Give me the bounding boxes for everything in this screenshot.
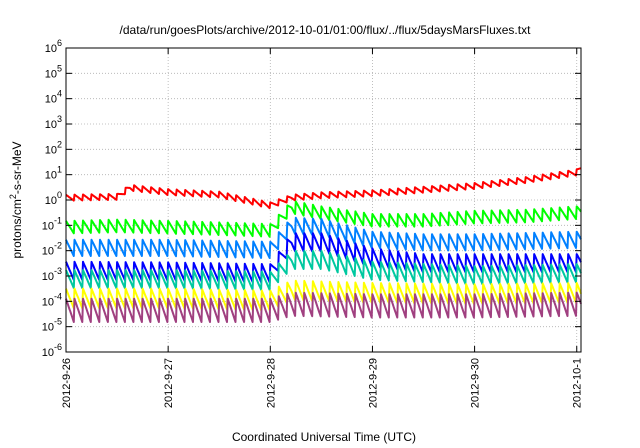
y-tick-exp: -5 (54, 317, 62, 327)
y-tick-label: 106 (45, 38, 62, 55)
chart-title: /data/run/goesPlots/archive/2012-10-01/0… (120, 23, 532, 37)
y-tick-base: 10 (42, 220, 54, 232)
y-tick-exp: 3 (57, 114, 62, 124)
y-tick-label: 10-6 (42, 342, 62, 359)
y-tick-exp: -2 (54, 241, 62, 251)
tick-marks (65, 47, 581, 353)
y-tick-label: 103 (45, 114, 62, 131)
y-tick-label: 10-5 (42, 317, 62, 334)
y-tick-base: 10 (42, 322, 54, 334)
y-tick-base: 10 (45, 170, 57, 182)
y-axis-title: protons/cm2-s-sr-MeV (8, 141, 24, 258)
x-axis-title: Coordinated Universal Time (UTC) (232, 430, 416, 444)
y-tick-base: 10 (42, 296, 54, 308)
x-tick-label: 2012-9-28 (265, 358, 277, 408)
y-tick-exp: 4 (57, 89, 62, 99)
x-tick-label: 2012-9-29 (367, 358, 379, 408)
series-layer (65, 167, 582, 323)
y-tick-exp: -3 (54, 266, 62, 276)
y-tick-exp: -6 (54, 342, 62, 352)
y-tick-base: 10 (45, 94, 57, 106)
x-tick-label: 2012-9-27 (163, 358, 175, 408)
x-tick-label: 2012-9-30 (470, 358, 482, 408)
y-axis-title-rest: -s-sr-MeV (10, 141, 24, 194)
y-tick-labels: 10-610-510-410-310-210-11001011021031041… (42, 38, 62, 359)
y-tick-base: 10 (45, 68, 57, 80)
y-tick-label: 10-2 (42, 241, 62, 258)
y-tick-base: 10 (42, 347, 54, 359)
y-axis-title-base: protons/cm (10, 199, 24, 258)
y-tick-base: 10 (42, 271, 54, 283)
y-tick-exp: 1 (57, 165, 62, 175)
y-tick-base: 10 (45, 144, 57, 156)
y-tick-exp: -1 (54, 215, 62, 225)
x-tick-label: 2012-9-26 (61, 358, 73, 408)
series-line (65, 167, 582, 210)
x-tick-label: 2012-10-1 (572, 358, 584, 408)
y-tick-label: 10-3 (42, 266, 62, 283)
y-tick-exp: 5 (57, 63, 62, 73)
y-axis-title-sup: 2 (8, 194, 18, 199)
y-tick-exp: 6 (57, 38, 62, 48)
y-tick-exp: -4 (54, 291, 62, 301)
x-tick-labels: 2012-9-26 2012-9-27 2012-9-28 2012-9-29 2012… (61, 358, 584, 408)
series-line (65, 249, 582, 291)
y-tick-label: 105 (45, 63, 62, 80)
y-tick-base: 10 (45, 119, 57, 131)
y-tick-base: 10 (42, 246, 54, 258)
series-line (65, 291, 582, 323)
y-tick-exp: 0 (57, 190, 62, 200)
y-tick-label: 104 (45, 89, 62, 106)
y-tick-label: 10-1 (42, 215, 62, 232)
series-line (65, 279, 582, 312)
y-tick-label: 102 (45, 139, 62, 156)
y-tick-label: 100 (45, 190, 62, 207)
y-tick-exp: 2 (57, 139, 62, 149)
y-tick-base: 10 (45, 43, 57, 55)
series-line (65, 232, 582, 284)
y-tick-label: 10-4 (42, 291, 62, 308)
y-tick-label: 101 (45, 165, 62, 182)
series-line (65, 200, 582, 238)
y-tick-base: 10 (45, 195, 57, 207)
series-line (65, 216, 582, 259)
